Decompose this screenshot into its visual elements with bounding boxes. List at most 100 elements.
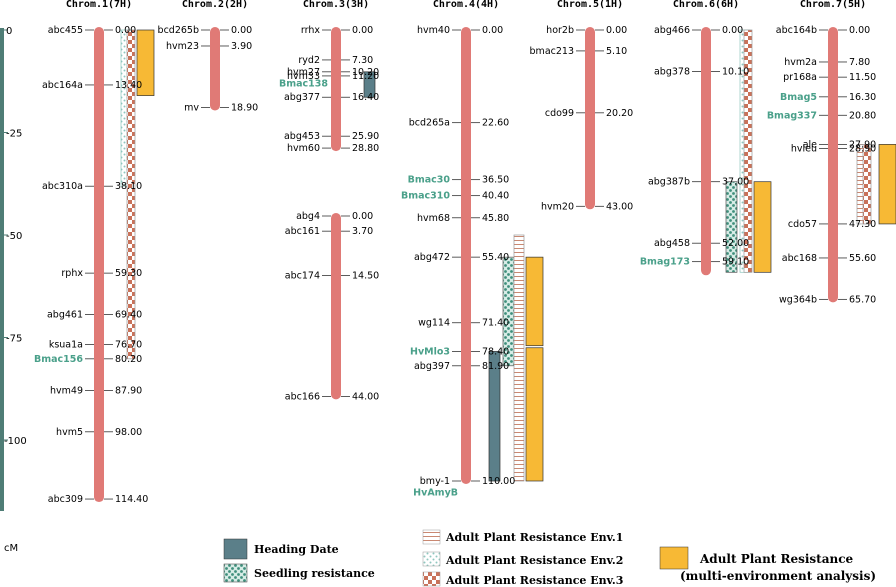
marker-name: abg387b: [648, 177, 690, 188]
legend-label-apr-env3: Adult Plant Resistance Env.3: [445, 574, 623, 587]
marker-position: 16.30: [849, 92, 876, 103]
chromosome-1: Chrom.1(7H) abc455 0.00 abc164a 13.40 abc310a…: [34, 0, 148, 505]
chromosome-7: Chrom.7(5H) abc164b 0.00 hvm2a 7.80 pr168a 11.…: [767, 0, 876, 305]
marker-position: 16.40: [352, 92, 379, 103]
marker-name: Bmag5: [780, 92, 817, 103]
marker-name: hvm40: [417, 25, 450, 36]
marker-position: 28.80: [352, 143, 379, 154]
marker-name: hvm5: [56, 427, 83, 438]
legend-label-seedling: Seedling resistance: [254, 567, 375, 580]
marker-name: abc174: [285, 270, 320, 281]
axis-tick-label: -50: [6, 231, 22, 242]
marker-position: 114.40: [115, 494, 148, 505]
marker-name: hvm23: [166, 41, 199, 52]
marker-position: 11.50: [849, 72, 876, 83]
chromosome-title: Chrom.2(2H): [182, 0, 248, 10]
marker-position: 87.90: [115, 385, 142, 396]
axis-bar: [0, 28, 4, 511]
chromosome-2: Chrom.2(2H) bcd265b 0.00 hvm23 3.90 mv 18.90: [158, 0, 259, 113]
marker-position: 11.20: [352, 71, 379, 82]
qtl-interval-heading-date: [363, 71, 376, 98]
marker-name: HvAmyB: [413, 487, 458, 498]
legend-label-heading-date: Heading Date: [254, 543, 339, 556]
chromosome-bar: [94, 27, 104, 503]
chromosome-bar: [701, 27, 711, 276]
marker-name: hvm33: [287, 71, 320, 82]
chromosome-title: Chrom.4(4H): [433, 0, 499, 10]
legend-swatch-seedling: [223, 563, 248, 583]
chromosome-bar: [461, 27, 471, 484]
marker-position: 0.00: [352, 25, 373, 36]
marker-position: 0.00: [231, 25, 252, 36]
marker-name: ryd2: [298, 55, 320, 66]
marker-name: hvleu: [791, 143, 817, 154]
marker-name: bmy-1: [420, 476, 450, 487]
marker-position: 40.40: [482, 191, 509, 202]
legend-label-apr-env1: Adult Plant Resistance Env.1: [445, 531, 623, 544]
marker-name: abg461: [47, 310, 83, 321]
marker-name: abg453: [284, 131, 320, 142]
axis-unit-label: cM: [4, 543, 18, 554]
chromosome-bar: [331, 213, 341, 400]
marker-name: ksua1a: [49, 339, 83, 350]
marker-name: abc168: [782, 253, 817, 264]
marker-position: 28.90: [849, 143, 876, 154]
marker-position: 98.00: [115, 427, 142, 438]
qtl-interval-apr-multi: [878, 144, 896, 225]
chromosome-4: Chrom.4(4H) hvm40 0.00 bcd265a 22.60 Bmac30 36…: [401, 0, 515, 498]
marker-position: 55.60: [849, 253, 876, 264]
marker-name: abc166: [285, 391, 320, 402]
axis-tick-label: -75: [6, 334, 22, 345]
marker-name: hvm27: [287, 67, 320, 78]
chromosome-6: Chrom.6(6H) abg466 0.00 abg378 10.10 abg387b 3…: [640, 0, 749, 276]
marker-position: 47.30: [849, 219, 876, 230]
marker-name: hor2b: [546, 25, 574, 36]
marker-name: abg397: [414, 361, 450, 372]
marker-name: abc455: [48, 25, 83, 36]
qtl-interval-heading-date: [488, 351, 501, 482]
marker-name: HvMlo3: [410, 346, 450, 357]
qtl-intervals: [120, 29, 896, 482]
marker-name: abg378: [654, 66, 690, 77]
marker-name: Bmac30: [408, 175, 451, 186]
qtl-interval-apr-env3: [126, 29, 136, 360]
marker-position: 55.40: [482, 252, 509, 263]
marker-position: 7.30: [352, 55, 373, 66]
marker-position: 0.00: [115, 25, 136, 36]
marker-position: 20.20: [606, 108, 633, 119]
marker-name: rphx: [61, 268, 83, 279]
chromosome-bar: [585, 27, 595, 210]
marker-name: Bmac138: [279, 78, 328, 89]
marker-name: hvm2a: [784, 57, 817, 68]
chromosomes: Chrom.1(7H) abc455 0.00 abc164a 13.40 abc310a…: [34, 0, 876, 505]
marker-position: 43.00: [606, 201, 633, 212]
marker-name: abg377: [284, 92, 320, 103]
legend-label-apr-multi: Adult Plant Resistance: [699, 552, 854, 566]
marker-name: mv: [184, 102, 199, 113]
marker-name: abc161: [285, 226, 320, 237]
marker-position: 3.90: [231, 41, 252, 52]
marker-name: bcd265a: [409, 118, 450, 129]
qtl-interval-apr-env1: [513, 234, 525, 482]
chromosome-title: Chrom.1(7H): [66, 0, 132, 10]
marker-position: 36.50: [482, 175, 509, 186]
marker-position: 20.80: [849, 110, 876, 121]
qtl-interval-apr-multi: [525, 256, 544, 347]
legend-swatch-apr-env2: [422, 551, 441, 567]
marker-position: 14.50: [352, 270, 379, 281]
chromosome-title: Chrom.5(1H): [557, 0, 623, 10]
marker-name: hvm68: [417, 213, 450, 224]
legend-label-apr-env2: Adult Plant Resistance Env.2: [445, 554, 623, 567]
marker-name: bcd265b: [158, 25, 199, 36]
marker-name: abc309: [48, 494, 83, 505]
marker-position: 22.60: [482, 118, 509, 129]
marker-name: bmac213: [530, 46, 574, 57]
chromosome-title: Chrom.3(3H): [303, 0, 369, 10]
marker-name: abc310a: [42, 181, 83, 192]
marker-name: Bmag173: [640, 257, 690, 268]
legend-swatch-apr-env3: [422, 571, 441, 587]
marker-name: Bmac156: [34, 354, 83, 365]
chromosome-5: Chrom.5(1H) hor2b 0.00 bmac213 5.10 cdo99 20.2…: [530, 0, 634, 212]
marker-position: 65.70: [849, 294, 876, 305]
qtl-interval-apr-multi: [525, 347, 544, 482]
